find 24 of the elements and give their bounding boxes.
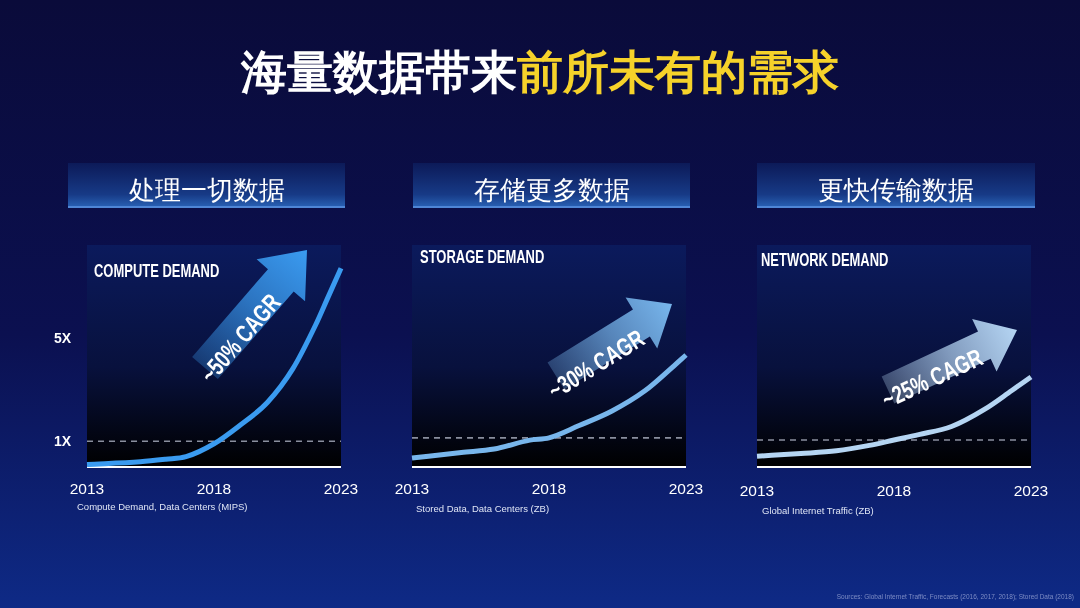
x-tick-label: 2018 <box>196 480 232 497</box>
y-tick-label: 5X <box>53 329 72 346</box>
annotation: ~25% CAGR <box>877 326 1021 414</box>
title: 海量数据带来 <box>241 46 517 98</box>
chart-title: 更快传输数据 <box>818 175 974 205</box>
x-tick-label: 2023 <box>1013 482 1049 499</box>
x-axis-title: Global Internet Traffic (ZB) <box>762 505 874 516</box>
y-tick-label: 1X <box>53 433 72 450</box>
title: 前所未有的需求 <box>517 46 839 98</box>
x-tick-label: 2023 <box>323 480 359 497</box>
x-tick-label: 2023 <box>668 480 704 497</box>
chart-subtitle: STORAGE DEMAND <box>420 247 593 267</box>
x-tick-label: 2018 <box>531 480 567 497</box>
chart-subtitle: NETWORK DEMAND <box>761 250 938 270</box>
chart-subtitle: COMPUTE DEMAND <box>94 261 268 281</box>
x-tick-label: 2013 <box>69 480 105 497</box>
x-axis-title: Stored Data, Data Centers (ZB) <box>416 503 550 514</box>
x-tick-label: 2013 <box>394 480 430 497</box>
x-tick-label: 2018 <box>876 482 912 499</box>
x-axis-title: Compute Demand, Data Centers (MIPS) <box>77 501 248 512</box>
x-tick-label: 2013 <box>739 482 775 499</box>
chart-title: 处理一切数据 <box>128 175 285 205</box>
chart-title: 存储更多数据 <box>473 175 630 205</box>
annotation: ~30% CAGR <box>542 303 682 405</box>
